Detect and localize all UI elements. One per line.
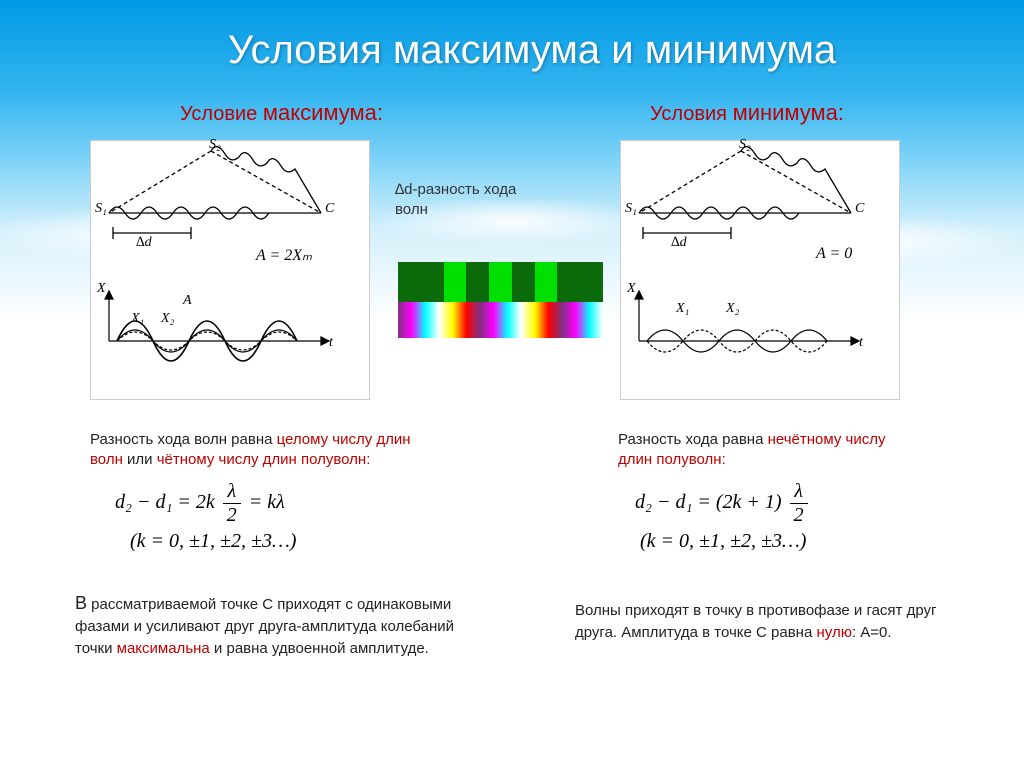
desc-max-red: максимальна (117, 640, 210, 657)
text-min: Разность хода равна нечётному числу длин… (618, 430, 918, 471)
diagram-max: S₁ S₂ C ∆d A = 2Xₘ X t A X₁ X₂ (90, 140, 370, 400)
formula-max: d₂ − d₁ = 2k λ 2 = kλ (115, 480, 285, 527)
diagram-min: S₁ S₂ C ∆d A = 0 X t X₁ X₂ (620, 140, 900, 400)
desc-min-p2: : А=0. (852, 624, 892, 641)
text-max-intro: Разность хода волн равна (90, 431, 277, 448)
subtitle-min-emph: минимума: (733, 100, 844, 125)
spectrum-seg (489, 262, 512, 302)
label-dd-r: ∆d (671, 235, 687, 251)
label-x-r: X (627, 281, 636, 297)
label-s1-r: S₁ (625, 201, 637, 217)
spectrum-seg (444, 262, 467, 302)
spectrum-seg (398, 262, 421, 302)
formula-max-coef: 2k (196, 491, 215, 513)
formula-min-k: (k = 0, ±1, ±2, ±3…) (640, 530, 806, 553)
diagram-max-svg (91, 141, 371, 401)
spectrum-seg (580, 262, 603, 302)
label-t-r: t (859, 335, 863, 351)
spectrum-seg (535, 262, 558, 302)
label-amp: A = 2Xₘ (256, 245, 312, 265)
subtitle-max: Условие максимума: (180, 100, 383, 126)
desc-max-p3: и равна удвоенной амплитуде. (210, 640, 429, 657)
formula-max-frac: λ 2 (223, 480, 241, 527)
label-c-r: C (855, 201, 864, 217)
spectrum-top (398, 262, 603, 302)
text-max-red2: чётному числу длин полуволн: (157, 451, 371, 468)
label-x1-r: X₁ (676, 301, 689, 317)
desc-max: В рассматриваемой точке С приходят с оди… (75, 590, 475, 660)
path-diff-label: ∆d-разность хода волн (395, 180, 535, 219)
text-max-mid: или (123, 451, 157, 468)
label-a: A (183, 293, 192, 309)
label-amp-r: A = 0 (816, 245, 852, 263)
diagram-min-svg (621, 141, 901, 401)
spectrum-bars (398, 262, 603, 338)
subtitle-min: Условия минимума: (650, 100, 844, 126)
spectrum-seg (466, 262, 489, 302)
formula-min: d₂ − d₁ = (2k + 1) λ 2 (635, 480, 811, 527)
subtitle-max-prefix: Условие (180, 103, 263, 125)
desc-max-p1: В (75, 593, 87, 613)
spectrum-seg (421, 262, 444, 302)
subtitle-max-emph: максимума: (263, 100, 383, 125)
formula-max-lhs: d₂ − d₁ = (115, 491, 191, 513)
frac-den: 2 (790, 504, 808, 527)
label-s1: S₁ (95, 201, 107, 217)
spectrum-bottom (398, 302, 603, 338)
label-x1: X₁ (131, 311, 144, 327)
label-dd: ∆d (136, 235, 152, 251)
label-c: C (325, 201, 334, 217)
label-t: t (329, 335, 333, 351)
frac-num: λ (790, 480, 808, 504)
formula-max-rhs: = kλ (249, 491, 285, 513)
frac-den: 2 (223, 504, 241, 527)
frac-num: λ (223, 480, 241, 504)
formula-min-frac: λ 2 (790, 480, 808, 527)
slide-title: Условия максимума и минимума (0, 28, 1024, 73)
label-s2-r: S₂ (739, 137, 751, 153)
label-x: X (97, 281, 106, 297)
desc-min-red: нулю (816, 624, 851, 641)
formula-max-k: (k = 0, ±1, ±2, ±3…) (130, 530, 296, 553)
spectrum-seg (512, 262, 535, 302)
desc-min: Волны приходят в точку в противофазе и г… (575, 600, 945, 644)
text-min-intro: Разность хода равна (618, 431, 768, 448)
text-max: Разность хода волн равна целому числу дл… (90, 430, 430, 471)
spectrum-seg (557, 262, 580, 302)
label-s2: S₂ (209, 137, 221, 153)
label-x2: X₂ (161, 311, 174, 327)
subtitle-min-prefix: Условия (650, 103, 733, 125)
formula-min-lhs: d₂ − d₁ = (2k + 1) (635, 491, 782, 513)
label-x2-r: X₂ (726, 301, 739, 317)
